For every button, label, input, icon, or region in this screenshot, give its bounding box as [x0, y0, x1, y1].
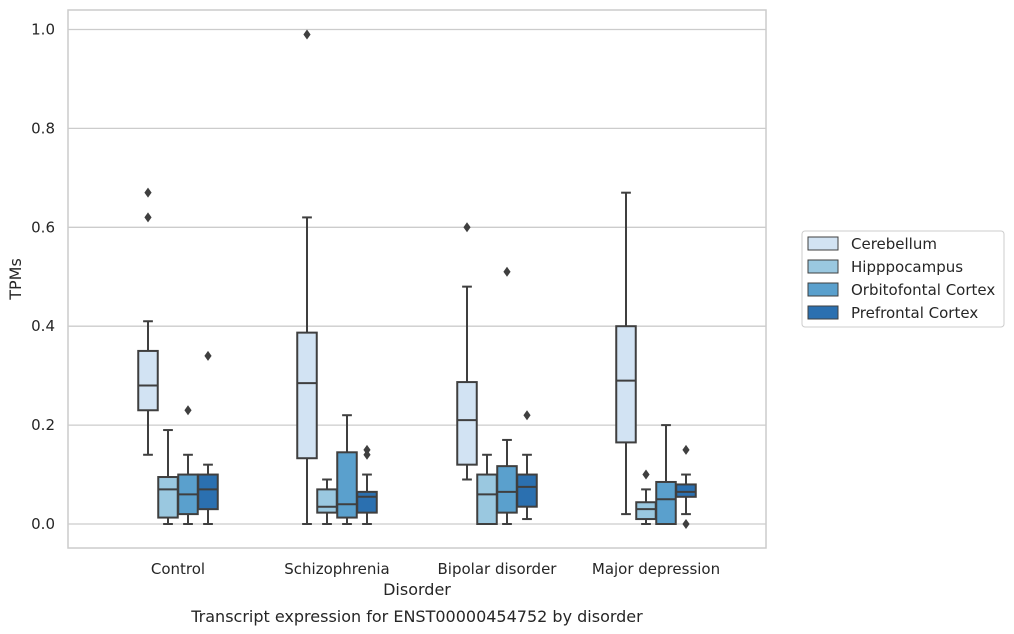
y-tick-label: 0.2: [31, 416, 55, 434]
box-body: [655, 480, 677, 525]
box-hipppocampus: [476, 453, 498, 525]
y-tick-labels: 0.0 0.2 0.4 0.6 0.8 1.0: [31, 21, 55, 534]
box-prefrontal-cortex: [675, 444, 697, 529]
box-cerebellum: [137, 187, 159, 456]
box-body: [496, 465, 518, 514]
box-body: [157, 476, 179, 519]
x-tick-label: Bipolar disorder: [438, 560, 558, 578]
outlier-point: [303, 29, 311, 40]
outlier-point: [503, 266, 511, 277]
box-orbitofontal-cortex: [336, 414, 358, 525]
outlier-point: [682, 444, 690, 455]
box-body: [356, 490, 378, 514]
box-body: [615, 325, 637, 444]
box-cerebellum: [456, 222, 478, 481]
box-cerebellum: [296, 29, 318, 525]
legend-swatch: [807, 305, 839, 320]
outlier-point: [363, 444, 371, 455]
y-axis-title: TPMs: [6, 258, 25, 301]
legend-swatch: [807, 259, 839, 274]
outlier-point: [184, 405, 192, 416]
box-hipppocampus: [157, 429, 179, 525]
box-body: [336, 451, 358, 519]
x-tick-label: Control: [151, 560, 205, 578]
x-axis-title: Disorder: [383, 580, 451, 599]
legend-swatch: [807, 236, 839, 251]
box-orbitofontal-cortex: [177, 405, 199, 525]
gridlines: [68, 28, 766, 525]
box-groups: [137, 29, 697, 529]
outlier-point: [682, 519, 690, 529]
outlier-point: [523, 410, 531, 421]
x-tick-label: Schizophrenia: [284, 560, 389, 578]
box-hipppocampus: [635, 469, 657, 525]
legend-label: Orbitofontal Cortex: [851, 281, 995, 299]
y-tick-label: 0.0: [31, 515, 55, 533]
box-body: [476, 473, 498, 525]
box-orbitofontal-cortex: [655, 424, 677, 525]
y-tick-label: 0.4: [31, 317, 55, 335]
x-tick-label: Major depression: [592, 560, 720, 578]
outlier-point: [463, 222, 471, 233]
y-tick-label: 0.6: [31, 218, 55, 236]
legend-frame: [801, 230, 1005, 328]
box-body: [296, 331, 318, 460]
legend-swatch: [807, 282, 839, 297]
legend-label: Hipppocampus: [851, 258, 963, 276]
outlier-point: [204, 350, 212, 361]
legend-label: Cerebellum: [851, 235, 937, 253]
box-orbitofontal-cortex: [496, 266, 518, 525]
box-cerebellum: [615, 191, 637, 516]
box-body: [137, 349, 159, 412]
box-body: [516, 473, 538, 508]
box-body: [456, 381, 478, 466]
y-tick-label: 0.8: [31, 119, 55, 137]
box-prefrontal-cortex: [197, 350, 219, 525]
outlier-point: [144, 212, 152, 223]
outlier-point: [642, 469, 650, 480]
box-prefrontal-cortex: [516, 410, 538, 521]
box-prefrontal-cortex: [356, 444, 378, 525]
outlier-point: [144, 187, 152, 198]
legend: Cerebellum Hipppocampus Orbitofontal Corte…: [801, 230, 1005, 328]
y-tick-label: 1.0: [31, 21, 55, 39]
box-body: [635, 501, 657, 521]
legend-label: Prefrontal Cortex: [851, 304, 978, 322]
box-body: [316, 488, 338, 514]
chart-caption: Transcript expression for ENST0000045475…: [190, 607, 643, 626]
plot-frame: [67, 9, 767, 549]
box-hipppocampus: [316, 478, 338, 525]
box-body: [675, 483, 697, 498]
box-body: [197, 473, 219, 511]
x-tick-labels: Control Schizophrenia Bipolar disorder Majo…: [151, 560, 720, 578]
